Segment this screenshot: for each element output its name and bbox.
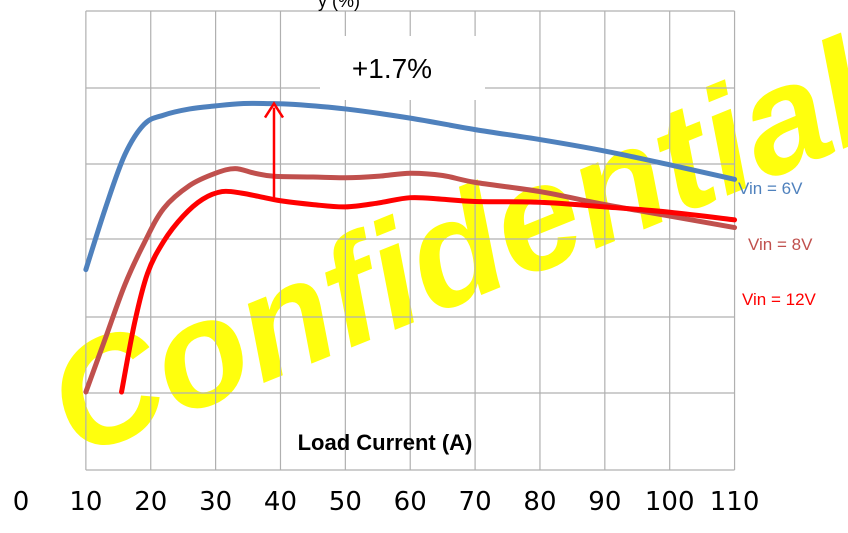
x-axis-label: Load Current (A) [298,430,473,455]
annotation-arrow-head [263,101,285,119]
annotation-label: +1.7% [352,53,432,84]
x-tick-90: 90 [588,487,621,517]
x-tick-20: 20 [134,487,167,517]
y-axis-label: y (%) [318,0,360,11]
annotation-box [320,36,485,100]
series-line-0 [83,100,738,273]
x-tick-30: 30 [199,487,232,517]
series-line-1 [83,166,738,395]
x-tick-100: 100 [645,487,695,517]
x-tick-labels: 0 10 20 30 40 50 60 70 80 90 100 110 [13,487,760,517]
x-tick-10: 10 [69,487,102,517]
x-axis-label-group: Load Current (A) [298,430,473,455]
x-tick-0: 0 [13,487,30,517]
legend-label-2: Vin = 12V [742,290,817,309]
x-tick-110: 110 [710,487,760,517]
y-axis-label: y (%) [318,0,360,11]
x-tick-40: 40 [264,487,297,517]
x-tick-60: 60 [394,487,427,517]
grid [85,10,736,471]
legend-label-1: Vin = 8V [748,235,813,254]
x-tick-80: 80 [523,487,556,517]
series-line-2 [119,188,738,395]
x-tick-50: 50 [329,487,362,517]
x-tick-70: 70 [459,487,492,517]
series-group [83,100,738,395]
legend-group: Vin = 6V Vin = 8V Vin = 12V [738,179,817,309]
legend-label-0: Vin = 6V [738,179,803,198]
annotation-group: +1.7% [263,36,485,201]
